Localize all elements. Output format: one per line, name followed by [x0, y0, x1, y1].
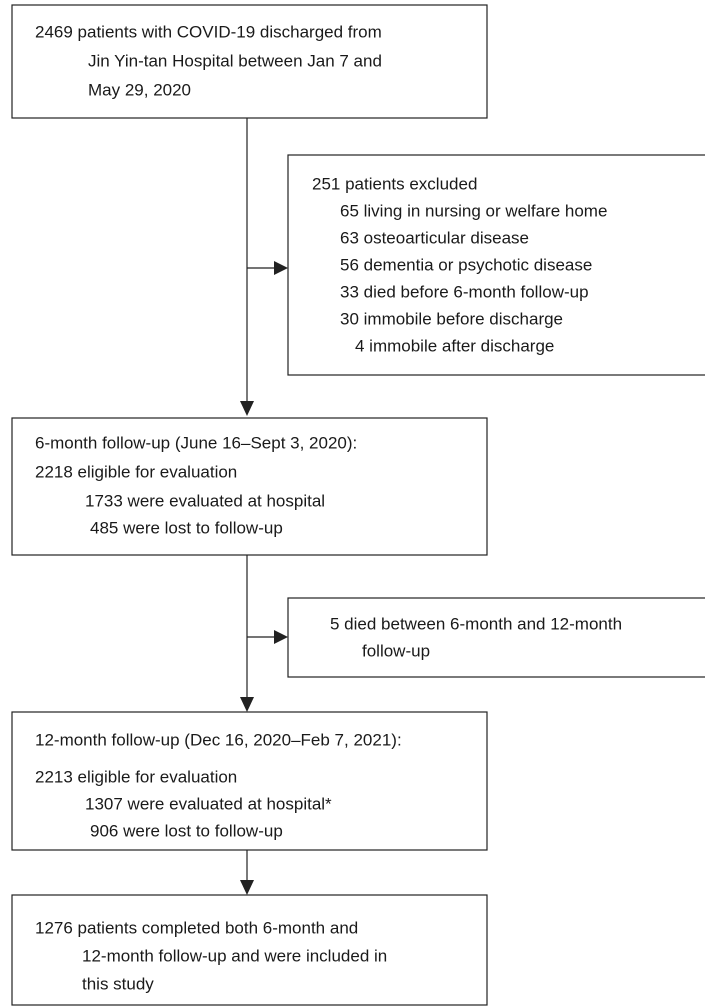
box	[11, 711, 488, 851]
text-line: 65 living in nursing or welfare home	[340, 201, 607, 220]
text-line: 63 osteoarticular disease	[340, 228, 529, 247]
text-line: 485 were lost to follow-up	[90, 518, 283, 537]
text-line: 33 died before 6-month follow-up	[340, 282, 589, 301]
arrow-head	[240, 880, 254, 895]
text-line: 2469 patients with COVID-19 discharged f…	[35, 22, 382, 41]
arrow-head	[274, 630, 288, 644]
text-line: 5 died between 6-month and 12-month	[330, 614, 622, 633]
text-line: 12-month follow-up (Dec 16, 2020–Feb 7, …	[35, 730, 402, 749]
text-line: 251 patients excluded	[312, 174, 477, 193]
arrow-head	[274, 261, 288, 275]
text-line: 2213 eligible for evaluation	[35, 767, 237, 786]
text-line: 56 dementia or psychotic disease	[340, 255, 592, 274]
text-line: 1733 were evaluated at hospital	[85, 491, 325, 510]
text-line: Jin Yin-tan Hospital between Jan 7 and	[88, 51, 382, 70]
box	[11, 417, 488, 556]
text-line: 6-month follow-up (June 16–Sept 3, 2020)…	[35, 433, 357, 452]
box	[287, 154, 705, 376]
box	[11, 4, 488, 119]
box	[11, 894, 488, 1006]
text-line: this study	[82, 974, 154, 993]
text-line: 1276 patients completed both 6-month and	[35, 918, 358, 937]
text-line: 1307 were evaluated at hospital*	[85, 794, 332, 813]
arrow-head	[240, 401, 254, 416]
arrow-head	[240, 697, 254, 712]
text-line: 906 were lost to follow-up	[90, 821, 283, 840]
text-line: 12-month follow-up and were included in	[82, 946, 387, 965]
text-line: follow-up	[362, 641, 430, 660]
text-line: 2218 eligible for evaluation	[35, 462, 237, 481]
text-line: 4 immobile after discharge	[355, 336, 554, 355]
text-line: 30 immobile before discharge	[340, 309, 563, 328]
text-line: May 29, 2020	[88, 80, 191, 99]
box	[287, 597, 705, 678]
